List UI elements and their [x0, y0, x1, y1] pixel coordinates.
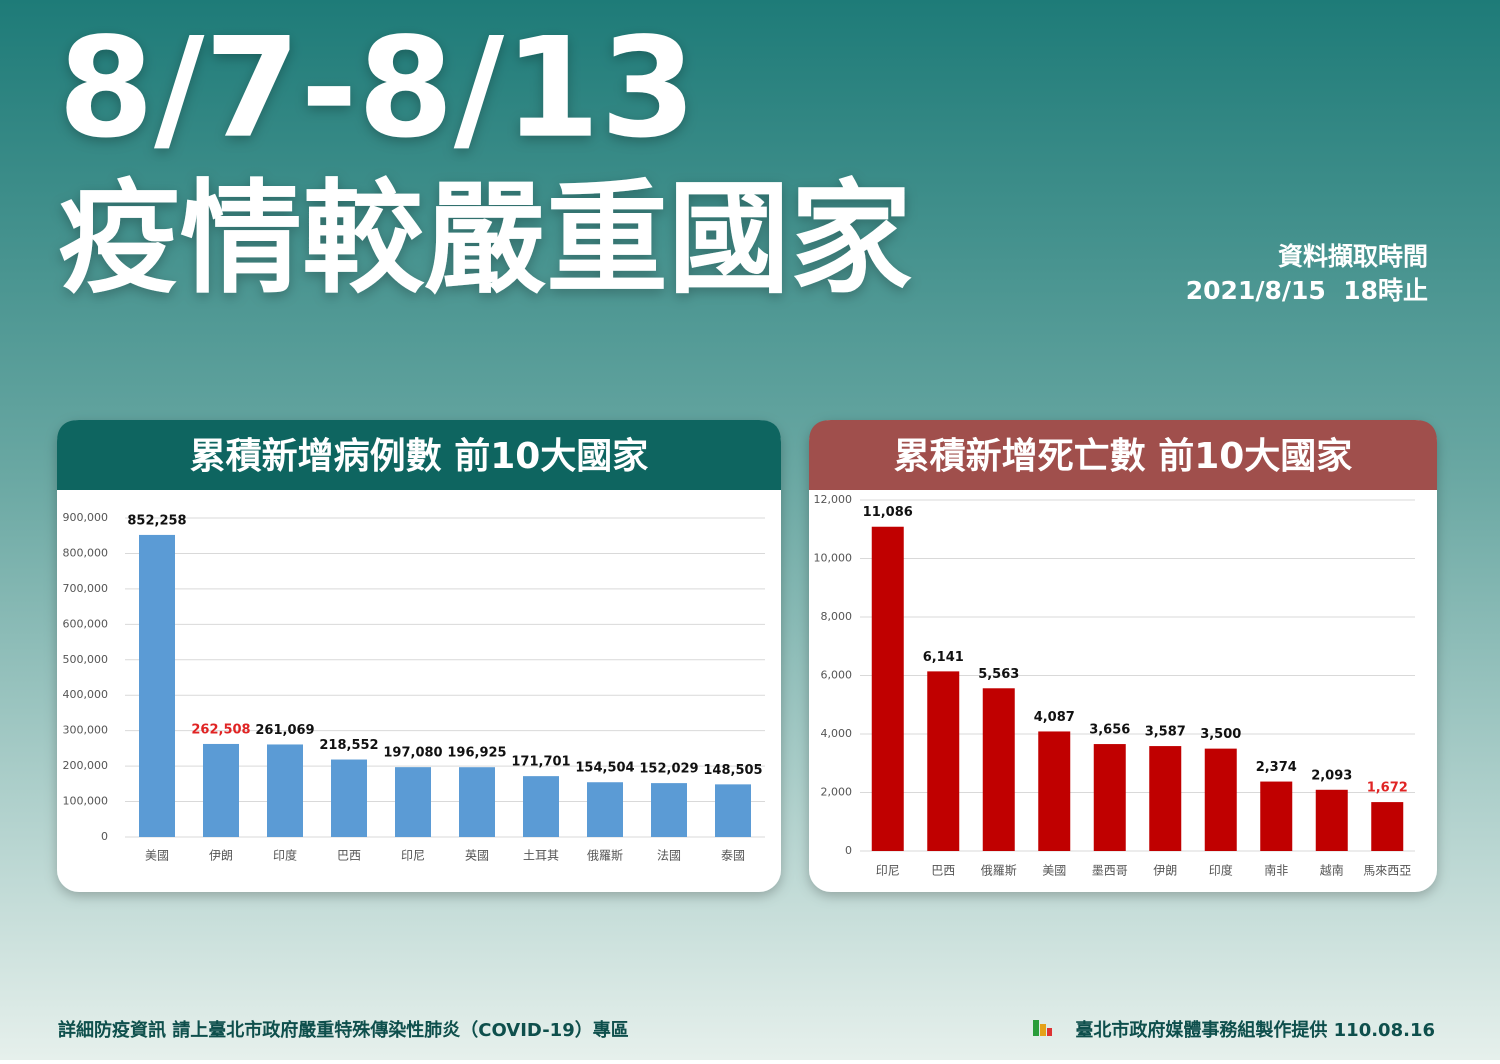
x-tick-label: 馬來西亞 [1363, 864, 1411, 878]
bar [203, 743, 239, 837]
y-tick-label: 300,000 [63, 724, 109, 737]
value-label: 261,069 [255, 723, 314, 738]
x-tick-label: 巴西 [337, 849, 361, 863]
bar [139, 534, 175, 837]
value-label: 2,093 [1311, 768, 1352, 783]
value-label: 1,672 [1367, 781, 1408, 796]
x-tick-label: 俄羅斯 [587, 849, 623, 863]
bar [523, 776, 559, 837]
x-tick-label: 俄羅斯 [981, 864, 1017, 878]
bar [1038, 731, 1071, 851]
y-tick-label: 8,000 [821, 610, 853, 623]
timestamp-label: 資料擷取時間 [1278, 242, 1428, 271]
y-tick-label: 4,000 [821, 727, 853, 740]
title: 8/7-8/13 [58, 8, 696, 169]
value-label: 197,080 [383, 746, 442, 761]
bar [871, 526, 904, 851]
y-tick-label: 600,000 [63, 617, 109, 630]
footer-left: 詳細防疫資訊 請上臺北市政府嚴重特殊傳染性肺炎（COVID-19）專區 [58, 1019, 629, 1041]
x-tick-label: 印度 [1209, 863, 1233, 878]
value-label: 6,141 [923, 650, 964, 665]
value-label: 154,504 [575, 761, 634, 776]
chart-title: 累積新增病例數 前10大國家 [190, 436, 649, 477]
y-tick-label: 2,000 [821, 786, 853, 799]
x-tick-label: 土耳其 [523, 849, 559, 863]
bar [1371, 802, 1404, 851]
bar [1204, 748, 1237, 851]
x-tick-label: 印尼 [876, 864, 900, 878]
bar [982, 688, 1015, 851]
value-label: 148,505 [703, 763, 762, 778]
panel-header [57, 420, 781, 490]
footer-right: 臺北市政府媒體事務組製作提供 110.08.16 [1075, 1019, 1435, 1041]
y-tick-label: 900,000 [63, 511, 109, 524]
value-label: 262,508 [191, 722, 250, 737]
bar [927, 671, 960, 851]
subtitle: 疫情較嚴重國家 [58, 168, 912, 310]
x-tick-label: 伊朗 [1153, 864, 1177, 878]
bar [651, 783, 687, 837]
x-tick-label: 墨西哥 [1092, 864, 1128, 878]
bar [1315, 789, 1348, 851]
x-tick-label: 印度 [273, 848, 297, 863]
y-tick-label: 200,000 [63, 759, 109, 772]
bar [395, 767, 431, 837]
x-tick-label: 美國 [1042, 864, 1066, 878]
value-label: 852,258 [127, 513, 186, 528]
bar [267, 744, 303, 837]
x-tick-label: 巴西 [931, 864, 955, 878]
value-label: 3,656 [1089, 723, 1130, 738]
y-tick-label: 800,000 [63, 546, 109, 559]
bar [331, 759, 367, 837]
y-tick-label: 400,000 [63, 688, 109, 701]
chart-title: 累積新增死亡數 前10大國家 [894, 436, 1353, 477]
y-tick-label: 0 [101, 830, 108, 843]
x-tick-label: 泰國 [721, 849, 745, 863]
x-tick-label: 法國 [657, 849, 681, 863]
value-label: 4,087 [1034, 710, 1075, 725]
value-label: 196,925 [447, 746, 506, 761]
x-tick-label: 英國 [465, 849, 489, 863]
panel [809, 420, 1437, 892]
bar [1260, 781, 1293, 851]
y-tick-label: 12,000 [814, 493, 853, 506]
bar [1149, 746, 1182, 851]
logo [1033, 1020, 1052, 1036]
value-label: 3,500 [1200, 727, 1241, 742]
value-label: 218,552 [319, 738, 378, 753]
value-label: 152,029 [639, 762, 698, 777]
bar [1093, 744, 1126, 851]
bar [459, 767, 495, 837]
panel-header [809, 420, 1437, 490]
y-tick-label: 700,000 [63, 582, 109, 595]
bar [587, 782, 623, 837]
x-tick-label: 美國 [145, 849, 169, 863]
timestamp: 2021/8/15 18時止 [1186, 276, 1428, 305]
y-tick-label: 10,000 [814, 552, 853, 565]
value-label: 11,086 [863, 505, 913, 520]
x-tick-label: 越南 [1320, 863, 1344, 878]
x-tick-label: 伊朗 [209, 849, 233, 863]
bar [715, 784, 751, 837]
value-label: 5,563 [978, 667, 1019, 682]
x-tick-label: 印尼 [401, 849, 425, 863]
y-tick-label: 500,000 [63, 653, 109, 666]
value-label: 2,374 [1256, 760, 1297, 775]
y-tick-label: 6,000 [821, 669, 853, 682]
y-tick-label: 100,000 [63, 795, 109, 808]
x-tick-label: 南非 [1264, 863, 1288, 878]
y-tick-label: 0 [845, 844, 852, 857]
value-label: 171,701 [511, 755, 570, 770]
value-label: 3,587 [1145, 725, 1186, 740]
